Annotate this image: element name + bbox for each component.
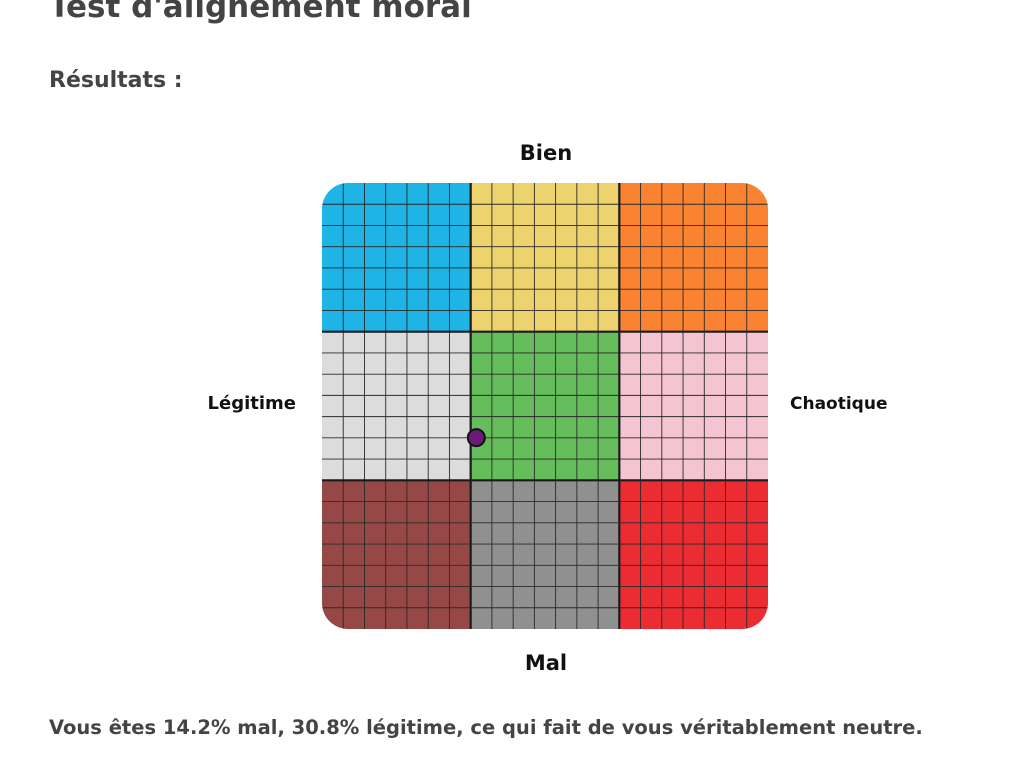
- alignment-cell-r1-c1: [470, 331, 620, 481]
- axis-label-left: Légitime: [208, 393, 296, 414]
- axis-label-top: Bien: [520, 141, 572, 165]
- results-heading: Résultats :: [49, 68, 183, 93]
- alignment-chart: Bien Mal Légitime Chaotique: [208, 141, 888, 675]
- alignment-cell-r2-c1: [470, 480, 620, 629]
- alignment-cell-r2-c2: [619, 480, 768, 629]
- page-title: Test d'alignement moral: [49, 0, 472, 25]
- alignment-cells: [322, 183, 768, 629]
- alignment-cell-r0-c1: [470, 183, 620, 332]
- alignment-cell-r1-c2: [619, 331, 768, 481]
- result-summary: Vous êtes 14.2% mal, 30.8% légitime, ce …: [49, 716, 923, 739]
- result-points: [466, 428, 486, 448]
- alignment-cell-r0-c0: [322, 183, 471, 332]
- alignment-cell-r0-c2: [619, 183, 768, 332]
- alignment-cell-r1-c0: [322, 331, 471, 481]
- alignment-grid: [322, 183, 768, 629]
- alignment-cell-r2-c0: [322, 480, 471, 629]
- result-point: [466, 428, 486, 448]
- axis-label-bottom: Mal: [525, 651, 567, 675]
- axis-label-right: Chaotique: [790, 394, 887, 414]
